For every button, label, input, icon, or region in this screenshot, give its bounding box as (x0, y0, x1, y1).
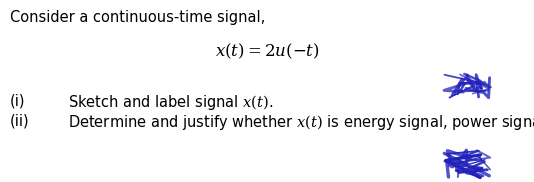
Text: Sketch and label signal $x(t)$.: Sketch and label signal $x(t)$. (68, 93, 273, 112)
Text: Determine and justify whether $x(t)$ is energy signal, power signal or neither.: Determine and justify whether $x(t)$ is … (68, 113, 534, 132)
Text: $x(t) = 2u(-t)$: $x(t) = 2u(-t)$ (215, 42, 319, 61)
Text: Consider a continuous-time signal,: Consider a continuous-time signal, (10, 10, 265, 25)
Text: (i): (i) (10, 93, 26, 108)
Text: (ii): (ii) (10, 113, 29, 128)
